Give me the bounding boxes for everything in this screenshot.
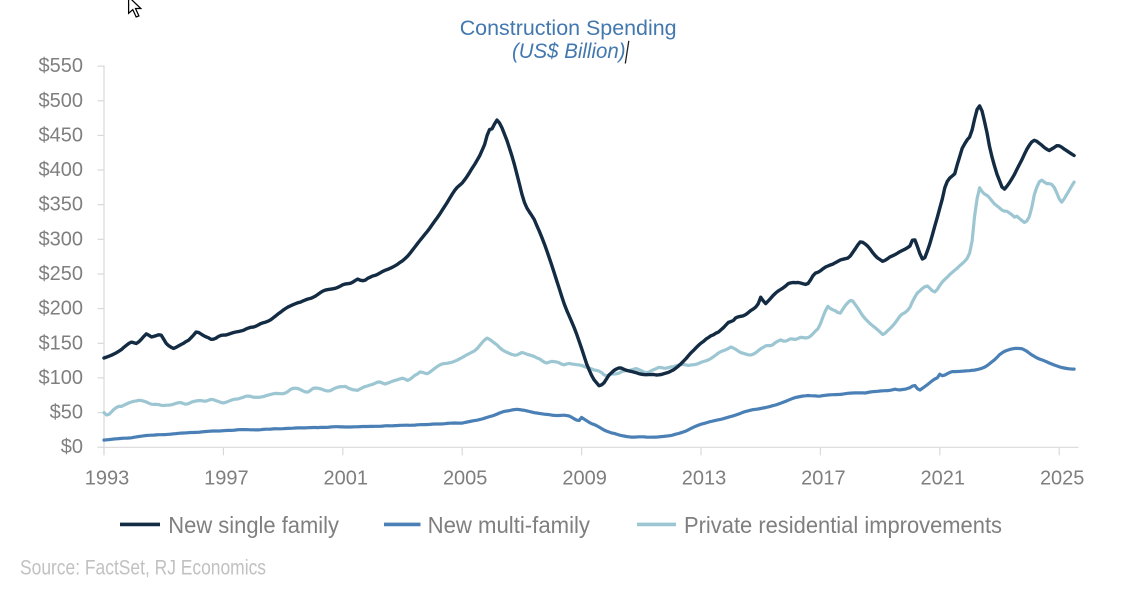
svg-text:2021: 2021: [921, 467, 966, 489]
svg-text:Source: FactSet, RJ Economics: Source: FactSet, RJ Economics: [20, 557, 266, 580]
svg-text:$550: $550: [39, 55, 84, 77]
svg-text:$500: $500: [39, 90, 84, 112]
svg-text:1993: 1993: [85, 467, 130, 489]
svg-text:$250: $250: [39, 263, 84, 285]
svg-text:$350: $350: [39, 194, 84, 216]
svg-text:2017: 2017: [801, 467, 846, 489]
svg-text:$200: $200: [39, 298, 84, 320]
svg-text:Construction Spending: Construction Spending: [460, 16, 677, 40]
svg-text:New multi-family: New multi-family: [428, 512, 591, 538]
svg-text:1997: 1997: [204, 467, 249, 489]
svg-text:2025: 2025: [1040, 467, 1085, 489]
svg-text:$450: $450: [39, 124, 84, 146]
svg-text:$50: $50: [50, 402, 83, 424]
svg-text:2013: 2013: [682, 467, 727, 489]
svg-text:New single family: New single family: [168, 512, 339, 538]
svg-text:$100: $100: [39, 367, 84, 389]
svg-text:$300: $300: [39, 228, 84, 250]
svg-text:2009: 2009: [562, 467, 607, 489]
svg-text:$0: $0: [61, 436, 83, 458]
svg-text:Private residential improvemen: Private residential improvements: [684, 512, 1002, 538]
svg-text:2005: 2005: [443, 467, 488, 489]
svg-text:(US$ Billion): (US$ Billion): [512, 39, 626, 63]
svg-text:$400: $400: [39, 159, 84, 181]
svg-text:2001: 2001: [324, 467, 369, 489]
svg-text:$150: $150: [39, 332, 84, 354]
